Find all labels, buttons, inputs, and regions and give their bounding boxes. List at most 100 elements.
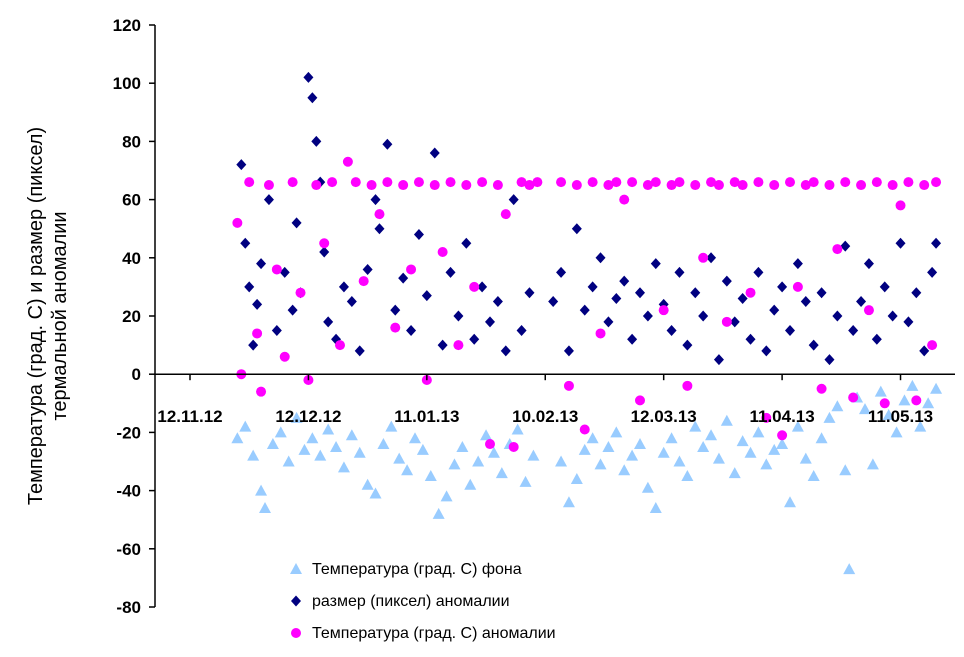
x-tick-label: 11.01.13 (394, 407, 459, 426)
data-point-diamond (256, 258, 267, 270)
data-point-diamond (338, 281, 349, 293)
data-point-circle (429, 180, 440, 191)
data-point-triangle (776, 438, 789, 450)
data-point-circle (879, 398, 890, 409)
data-point-triangle (752, 426, 765, 438)
data-point-diamond (323, 316, 334, 328)
data-point-circle (698, 252, 709, 263)
y-tick-label: -80 (116, 598, 141, 617)
data-point-triangle (610, 426, 623, 438)
x-tick-label: 12.11.12 (157, 407, 222, 426)
data-point-circle (737, 180, 748, 191)
data-point-diamond (777, 281, 788, 293)
data-point-diamond (500, 345, 511, 357)
data-point-triangle (570, 472, 583, 484)
data-point-diamond (469, 333, 480, 345)
data-point-circle (232, 217, 243, 228)
data-point-triangle (866, 458, 879, 470)
data-point-diamond (848, 325, 859, 337)
data-point-triangle (314, 449, 327, 461)
series-circle (232, 156, 942, 452)
data-point-triangle (712, 452, 725, 464)
data-point-triangle (906, 379, 919, 391)
data-point-circle (808, 177, 819, 188)
data-point-diamond (753, 266, 764, 278)
data-point-triangle (618, 464, 631, 476)
x-tick-label: 10.02.13 (512, 407, 578, 426)
y-tick-label: 120 (113, 16, 141, 35)
data-point-diamond (690, 287, 701, 299)
data-point-triangle (255, 484, 268, 496)
data-point-triangle (728, 467, 741, 479)
data-point-circle (532, 177, 543, 188)
data-point-circle (856, 180, 867, 191)
data-points (231, 71, 943, 575)
series-diamond (236, 71, 942, 366)
data-point-diamond (240, 237, 251, 249)
data-point-circle (492, 180, 503, 191)
data-point-triangle (697, 440, 710, 452)
data-point-circle (327, 177, 338, 188)
data-point-diamond (516, 325, 527, 337)
data-point-diamond (461, 237, 472, 249)
data-point-diamond (698, 310, 709, 322)
data-point-triangle (239, 420, 252, 432)
data-point-triangle (330, 440, 343, 452)
data-point-diamond (563, 345, 574, 357)
data-point-diamond (666, 325, 677, 337)
data-point-circle (571, 180, 582, 191)
data-point-triangle (791, 420, 804, 432)
data-point-diamond (271, 325, 282, 337)
data-point-circle (690, 180, 701, 191)
data-point-circle (777, 430, 788, 441)
data-point-diamond (745, 333, 756, 345)
data-point-circle (508, 441, 519, 452)
data-point-triangle (649, 502, 662, 514)
data-point-triangle (377, 438, 390, 450)
data-point-triangle (511, 423, 524, 435)
y-axis-tick-labels: 120 100 80 60 40 20 0 -20 -40 -60 -80 (113, 16, 141, 617)
data-point-diamond (674, 266, 685, 278)
data-point-triangle (409, 432, 421, 444)
data-point-circle (374, 209, 385, 220)
y-axis-title: Температура (град. С) и размер (пиксел) … (25, 127, 71, 505)
data-point-triangle (578, 443, 591, 455)
data-point-circle (871, 177, 882, 188)
data-point-diamond (303, 71, 314, 83)
legend-label: Температура (град. С) фона (312, 561, 522, 578)
data-point-circle (390, 322, 401, 333)
legend-marker-circle (291, 628, 301, 638)
data-point-diamond (406, 325, 417, 337)
legend-label: размер (пиксел) аномалии (312, 593, 510, 610)
data-point-circle (319, 238, 330, 249)
data-point-triangle (562, 496, 575, 508)
data-point-diamond (571, 223, 582, 235)
data-point-diamond (682, 339, 693, 351)
data-point-circle (650, 177, 661, 188)
data-point-circle (271, 264, 282, 275)
data-point-triangle (594, 458, 607, 470)
data-point-circle (603, 180, 614, 191)
data-point-triangle (487, 446, 500, 458)
data-point-circle (769, 180, 780, 191)
data-point-circle (445, 177, 456, 188)
data-point-circle (848, 392, 859, 403)
data-point-diamond (548, 295, 559, 307)
data-point-diamond (856, 295, 867, 307)
data-point-diamond (824, 354, 835, 366)
x-tick-label: 12.12.12 (275, 407, 341, 426)
data-point-triangle (416, 443, 429, 455)
data-point-circle (453, 340, 464, 351)
data-point-diamond (650, 258, 661, 270)
data-point-diamond (642, 310, 653, 322)
data-point-triangle (815, 432, 828, 444)
data-point-triangle (290, 411, 303, 423)
data-point-circle (619, 194, 630, 205)
data-point-diamond (627, 333, 638, 345)
data-point-circle (824, 180, 835, 191)
data-point-circle (785, 177, 795, 188)
data-point-diamond (421, 290, 432, 302)
data-point-diamond (508, 194, 519, 206)
data-point-triangle (231, 432, 244, 444)
data-point-diamond (311, 135, 322, 147)
